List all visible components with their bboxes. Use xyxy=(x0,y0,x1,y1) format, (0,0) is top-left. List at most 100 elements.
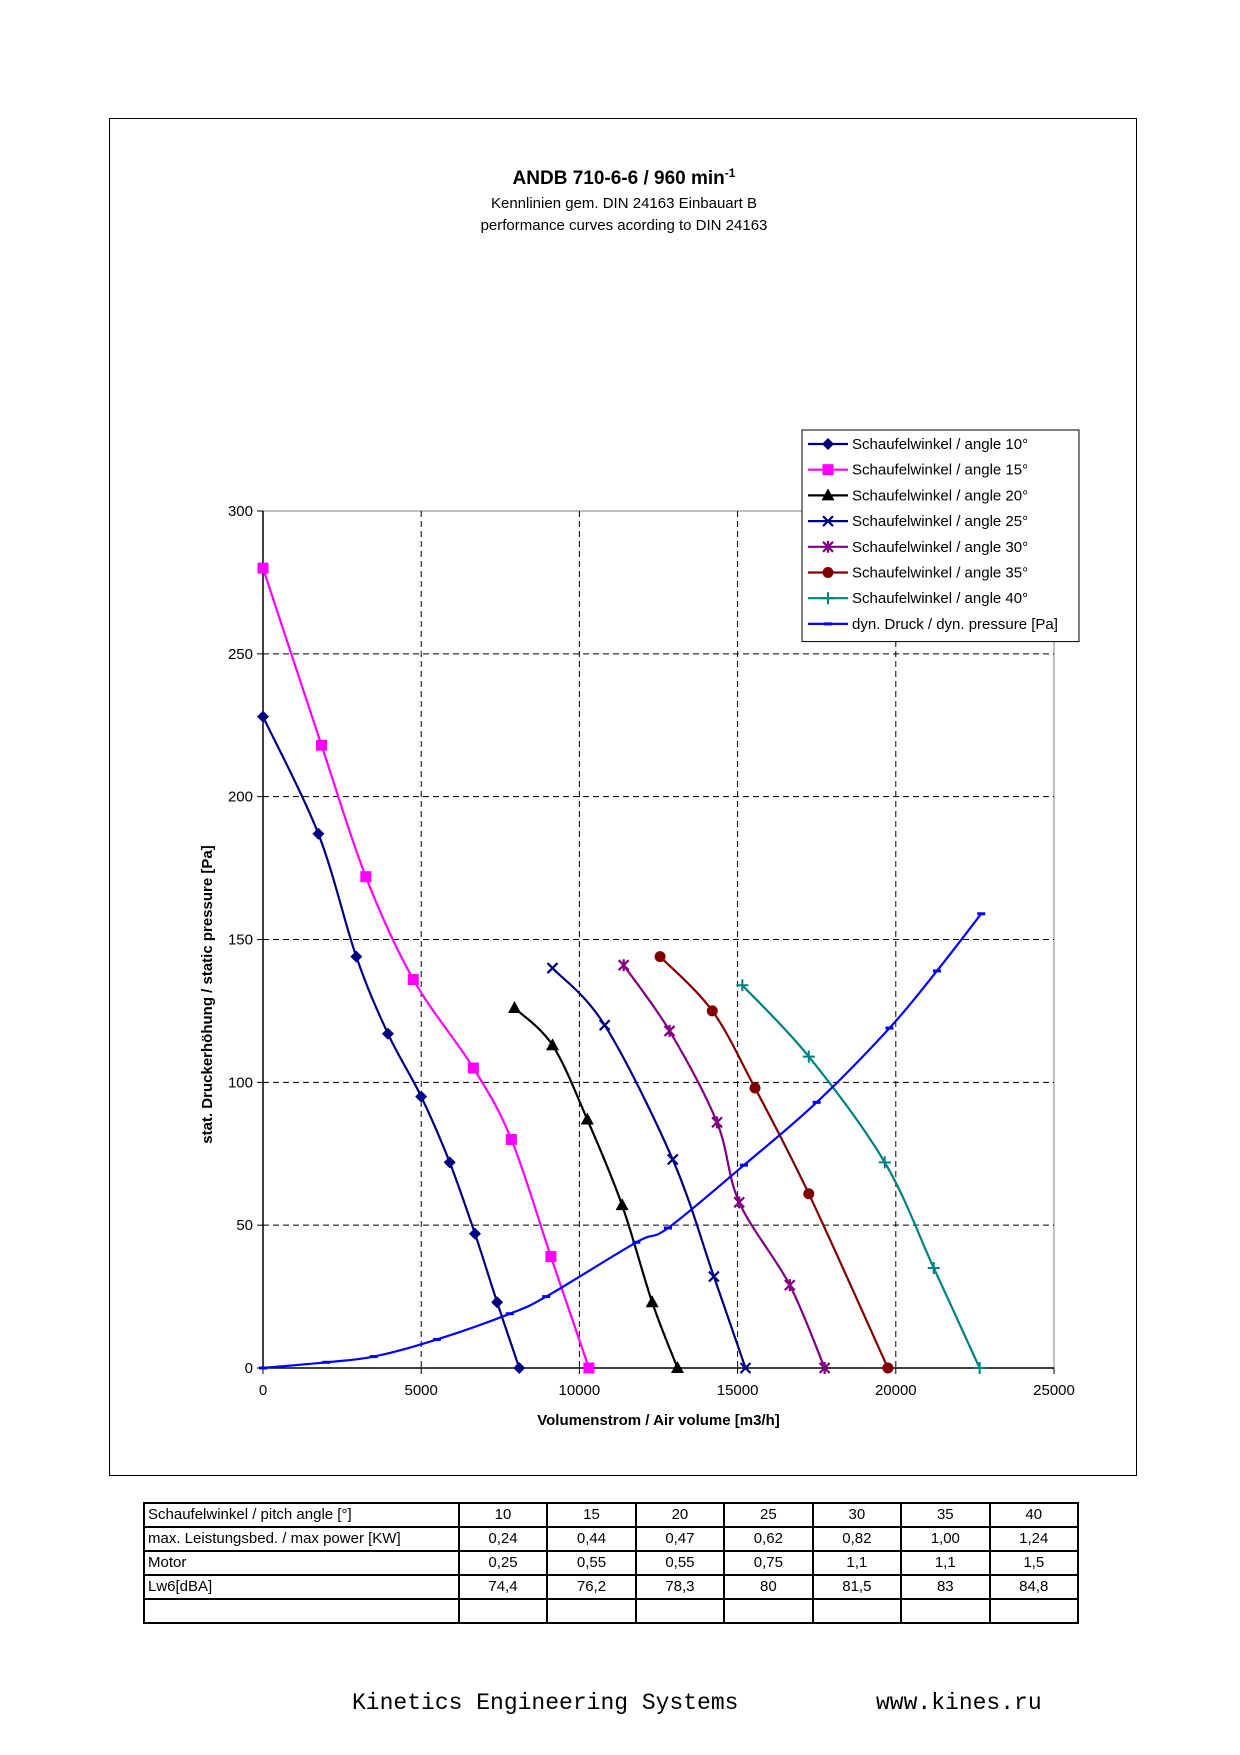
data-point-series-7 xyxy=(802,1050,815,1063)
table-cell: 0,47 xyxy=(634,1526,726,1552)
data-point-series-1 xyxy=(350,950,363,963)
legend-box xyxy=(801,429,1080,643)
data-point-series-3 xyxy=(645,1295,659,1308)
table-row: max. Leistungsbed. / max power [KW] 0,24 0… xyxy=(143,1526,1080,1552)
footer-website: www.kines.ru xyxy=(876,1690,1042,1716)
data-point-series-5 xyxy=(663,1024,676,1037)
table-cell: 0,44 xyxy=(546,1526,637,1552)
data-point-series-2 xyxy=(316,739,328,751)
y-tick-label: 150 xyxy=(228,932,253,949)
data-point-series-1 xyxy=(312,827,325,840)
table-row: Lw6[dBA] 74,4 76,2 78,3 80 81,5 83 84,8 xyxy=(143,1574,1080,1600)
table-cell: 76,2 xyxy=(546,1574,637,1600)
data-point-series-3 xyxy=(580,1112,594,1125)
y-axis-label: stat. Druckerhöhung / static pressure [P… xyxy=(199,845,216,1143)
table-cell: 74,4 xyxy=(457,1574,549,1600)
table-cell xyxy=(811,1598,903,1624)
data-point-series-5 xyxy=(818,1362,831,1374)
data-point-series-4 xyxy=(666,1153,679,1166)
data-point-series-5 xyxy=(784,1279,796,1292)
data-point-series-2 xyxy=(467,1062,479,1074)
table-cell xyxy=(900,1598,991,1624)
chart-subtitle: performance curves acording to DIN 24163 xyxy=(481,217,768,234)
y-tick-label: 50 xyxy=(236,1217,253,1234)
table-cell: 0,24 xyxy=(457,1526,549,1552)
table-row-label: Schaufelwinkel / pitch angle [°] xyxy=(143,1502,460,1528)
table-cell: 1,00 xyxy=(900,1526,991,1552)
legend-marker-5 xyxy=(822,540,834,553)
x-tick-label: 0 xyxy=(259,1382,267,1399)
y-tick-label: 200 xyxy=(228,789,253,806)
table-cell: 40 xyxy=(988,1502,1080,1528)
y-tick-label: 250 xyxy=(228,646,253,663)
series-line-4 xyxy=(551,967,747,1369)
x-tick-label: 15000 xyxy=(717,1382,759,1399)
data-point-series-1 xyxy=(443,1156,456,1169)
data-point-series-5 xyxy=(617,959,630,972)
legend-marker-4 xyxy=(822,515,834,527)
table-row: Motor 0,25 0,55 0,55 0,75 1,1 1,1 1,5 xyxy=(143,1550,1080,1576)
chart-frame: 0 5000 10000 15000 20000 25000 0 50 100 150 200 250… xyxy=(109,118,1137,1476)
x-tick-label: 25000 xyxy=(1033,1382,1075,1399)
data-point-series-2 xyxy=(407,973,419,985)
x-tick-label: 5000 xyxy=(405,1382,438,1399)
data-point-series-6 xyxy=(654,951,666,963)
y-tick-label: 300 xyxy=(228,503,253,520)
legend-label-6: Schaufelwinkel / angle 35° xyxy=(852,565,1028,582)
table-cell xyxy=(723,1598,814,1624)
data-point-series-2 xyxy=(505,1133,517,1145)
table-cell: 84,8 xyxy=(988,1574,1080,1600)
legend-label-5: Schaufelwinkel / angle 30° xyxy=(852,539,1028,556)
data-point-series-4 xyxy=(546,962,559,974)
data-point-series-3 xyxy=(615,1198,629,1211)
table-cell: 15 xyxy=(546,1502,637,1528)
table-cell xyxy=(634,1598,726,1624)
data-point-series-4 xyxy=(739,1362,752,1374)
data-point-series-6 xyxy=(882,1362,894,1374)
legend-marker-7 xyxy=(822,592,834,605)
data-point-series-3 xyxy=(508,1001,522,1014)
series-line-6 xyxy=(659,955,889,1369)
data-point-series-1 xyxy=(381,1027,394,1040)
data-point-series-3 xyxy=(546,1038,560,1051)
data-point-series-1 xyxy=(257,710,269,723)
legend-label-3: Schaufelwinkel / angle 20° xyxy=(852,487,1028,504)
table-cell: 1,24 xyxy=(988,1526,1080,1552)
table-cell: 1,5 xyxy=(988,1550,1080,1576)
legend-marker-6 xyxy=(822,567,834,578)
series-line-1 xyxy=(262,716,521,1369)
table-cell: 10 xyxy=(457,1502,549,1528)
table-cell: 80 xyxy=(723,1574,814,1600)
table-row xyxy=(143,1598,1080,1624)
data-point-series-3 xyxy=(670,1361,684,1373)
data-point-series-1 xyxy=(513,1362,526,1374)
table-cell: 81,5 xyxy=(811,1574,903,1600)
data-point-series-1 xyxy=(468,1227,481,1240)
table-cell xyxy=(457,1598,549,1624)
legend-marker-3 xyxy=(821,488,835,501)
data-point-series-6 xyxy=(803,1188,815,1200)
table-row-label: Lw6[dBA] xyxy=(143,1574,460,1600)
x-axis-label: Volumenstrom / Air volume [m3/h] xyxy=(537,1412,780,1429)
series-line-3 xyxy=(513,1007,679,1369)
data-point-series-7 xyxy=(736,979,749,992)
table-cell: 78,3 xyxy=(634,1574,726,1600)
data-point-series-5 xyxy=(733,1196,745,1209)
y-tick-label: 100 xyxy=(228,1074,253,1091)
legend-label-4: Schaufelwinkel / angle 25° xyxy=(852,513,1028,530)
performance-chart: 0 5000 10000 15000 20000 25000 0 50 100 150 200 250… xyxy=(199,166,1080,1429)
chart-title-superscript: -1 xyxy=(725,166,736,180)
data-point-series-2 xyxy=(583,1362,595,1374)
table-cell: 0,55 xyxy=(634,1550,726,1576)
y-tick-label: 0 xyxy=(245,1360,253,1377)
legend-label-1: Schaufelwinkel / angle 10° xyxy=(852,436,1028,453)
data-point-series-5 xyxy=(711,1116,723,1129)
data-point-series-4 xyxy=(708,1270,720,1283)
table-row-label: max. Leistungsbed. / max power [KW] xyxy=(143,1526,460,1552)
data-point-series-2 xyxy=(360,871,372,883)
data-point-series-1 xyxy=(491,1296,504,1309)
table-cell: 25 xyxy=(723,1502,814,1528)
data-point-series-6 xyxy=(749,1082,761,1094)
legend-marker-1 xyxy=(822,438,834,450)
table-cell: 83 xyxy=(900,1574,991,1600)
